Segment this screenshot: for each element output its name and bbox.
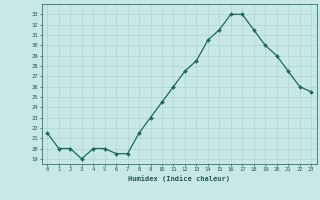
X-axis label: Humidex (Indice chaleur): Humidex (Indice chaleur) [128,175,230,182]
